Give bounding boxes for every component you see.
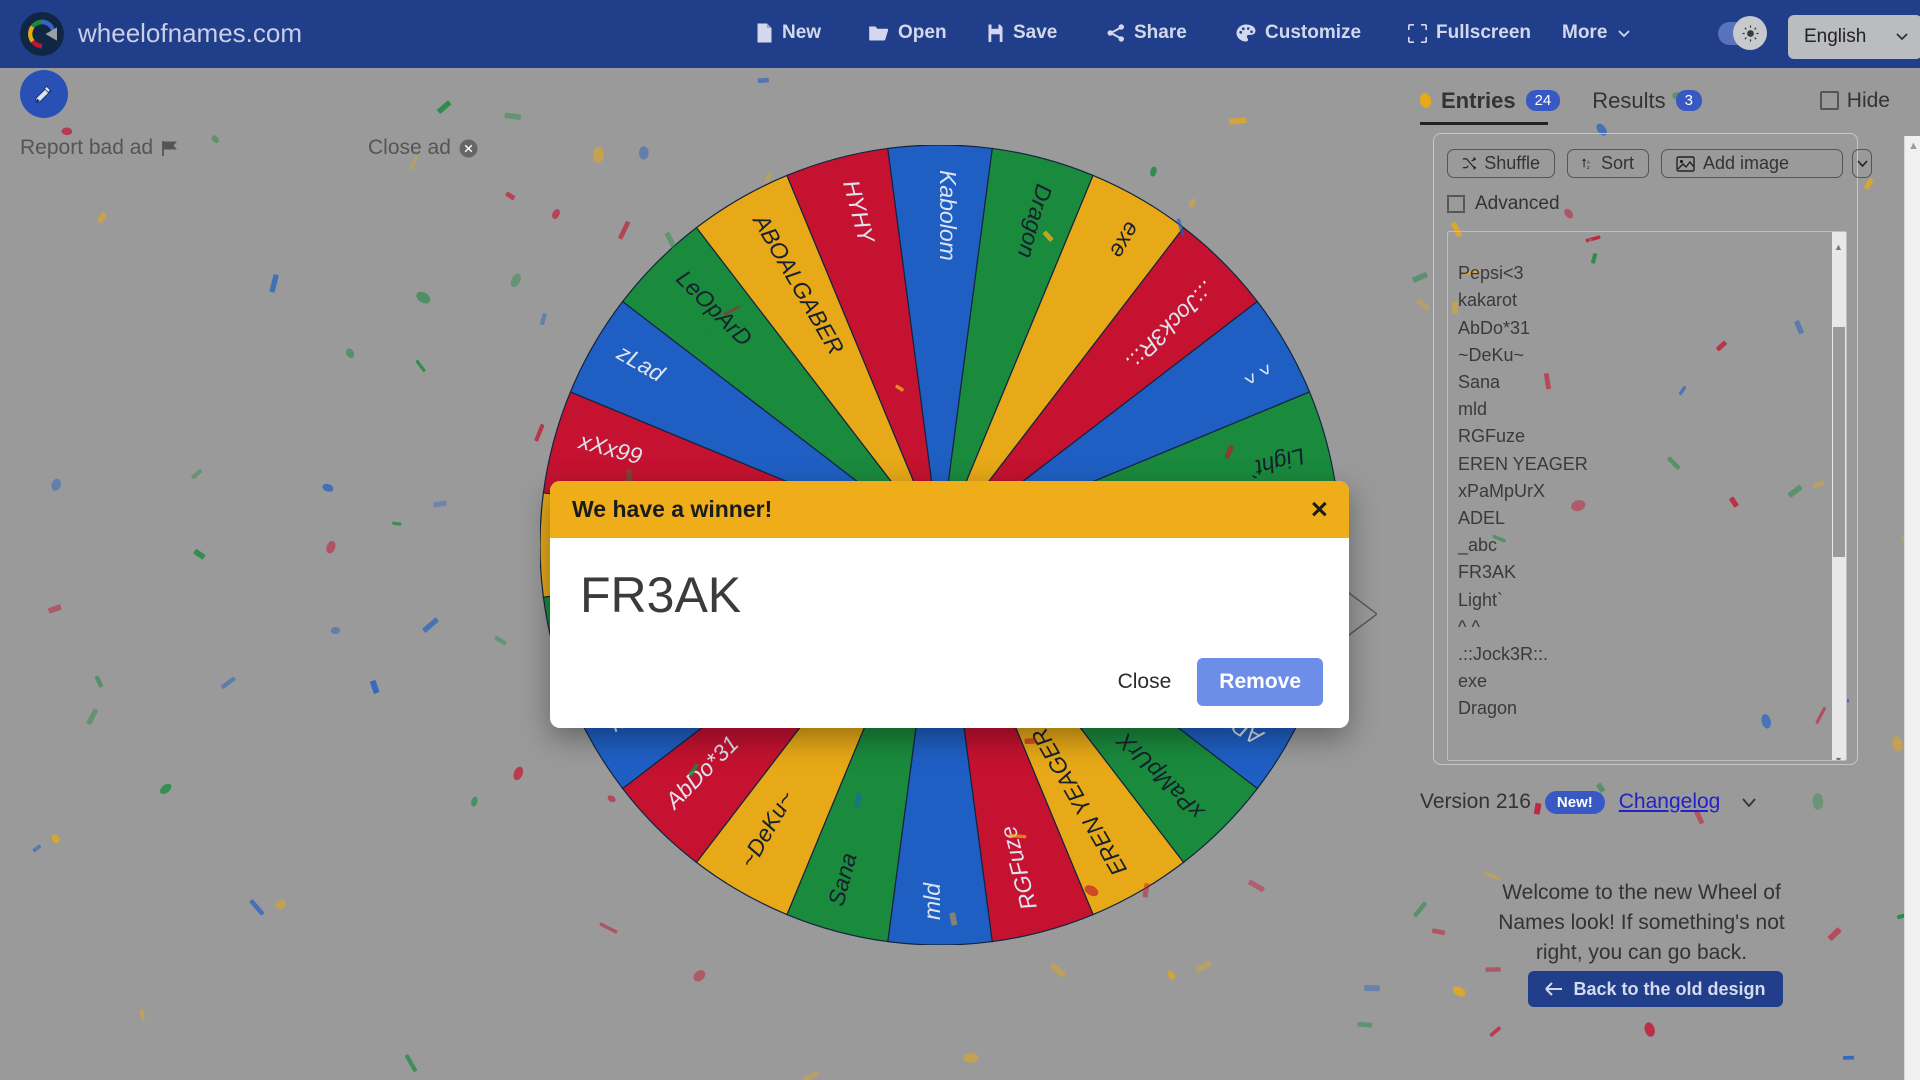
svg-text:Kabolom: Kabolom xyxy=(935,170,961,261)
svg-text:Z: Z xyxy=(1587,164,1590,170)
svg-text:mld: mld xyxy=(919,882,945,920)
svg-text:A: A xyxy=(1587,159,1591,165)
